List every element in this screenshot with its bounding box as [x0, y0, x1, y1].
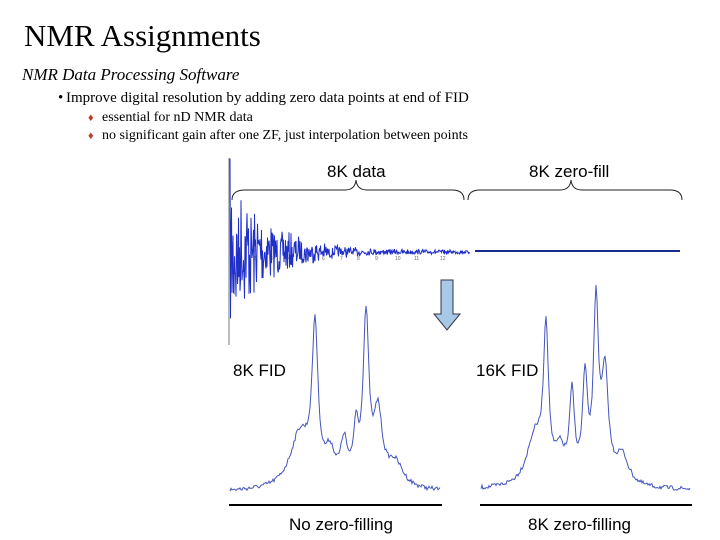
label-8k-zero-fill: 8K zero-fill [529, 162, 610, 181]
sub-bullet-item: ♦ no significant gain after one ZF, just … [88, 127, 468, 145]
spectrum-no-zero-fill [229, 305, 441, 492]
svg-text:12: 12 [440, 256, 446, 262]
svg-text:11: 11 [414, 256, 419, 262]
diamond-bullet-icon: ♦ [88, 130, 94, 142]
spectrum-8k-zero-fill [480, 284, 691, 491]
sub-bullet-text: no significant gain after one ZF, just i… [102, 128, 468, 143]
bullet-text: Improve digital resolution by adding zer… [66, 90, 469, 106]
down-arrow-icon [432, 279, 462, 331]
diamond-bullet-icon: ♦ [88, 112, 94, 124]
svg-text:7: 7 [340, 256, 343, 262]
bullet-dot-icon: • [58, 90, 64, 106]
svg-text:8: 8 [357, 256, 360, 262]
brace-8k-zerofill [467, 179, 683, 201]
caption-no-zero-filling: No zero-filling [289, 515, 393, 534]
svg-text:9: 9 [375, 256, 378, 262]
caption-8k-zero-filling: 8K zero-filling [528, 515, 631, 534]
fid-signal [229, 158, 471, 319]
label-8k-data: 8K data [327, 162, 386, 181]
sub-bullet-text: essential for nD NMR data [102, 110, 253, 125]
page-title: NMR Assignments [24, 18, 261, 53]
page-subtitle: NMR Data Processing Software [22, 65, 240, 84]
label-16k-fid: 16K FID [476, 361, 539, 380]
label-8k-fid: 8K FID [233, 361, 286, 380]
brace-8k-data [231, 179, 465, 201]
sub-bullet-item: ♦ essential for nD NMR data [88, 109, 253, 127]
svg-text:10: 10 [395, 256, 401, 262]
bullet-item: • Improve digital resolution by adding ze… [58, 88, 469, 108]
svg-text:6: 6 [322, 256, 325, 262]
